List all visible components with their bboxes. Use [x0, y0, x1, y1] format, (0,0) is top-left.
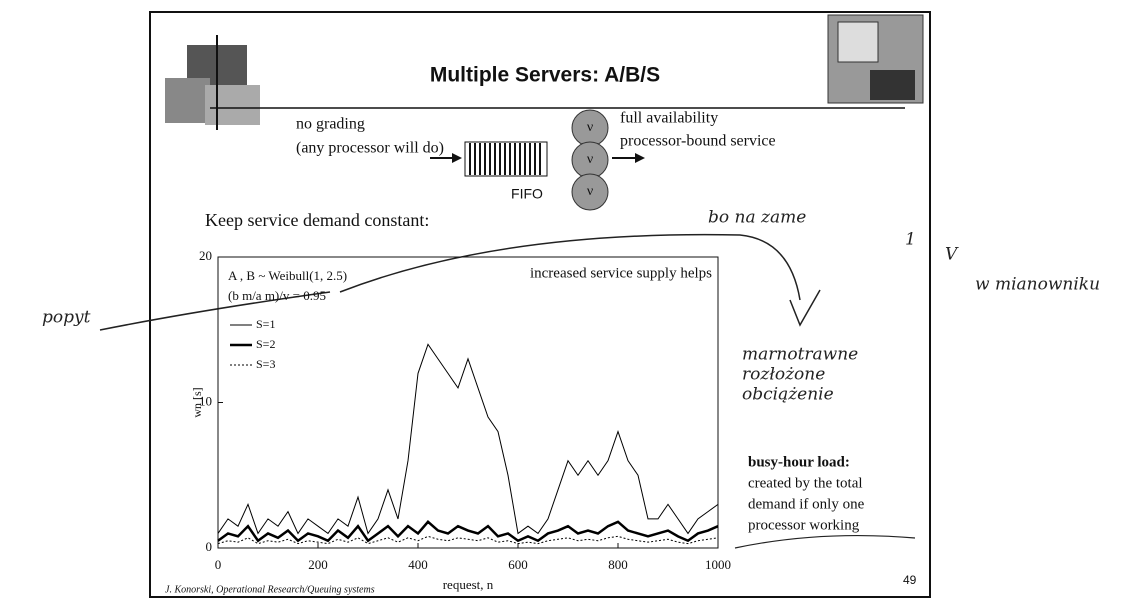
chart: 0 200 400 600 800 1000 0 10 20 request, n wn [s] A … [190, 248, 731, 592]
busy-text: processor working [748, 517, 860, 533]
y-axis-label: wn [s] [190, 387, 204, 417]
queue-stripes [469, 143, 541, 175]
series-line [217, 343, 719, 535]
handwriting: rozłożone [742, 365, 825, 385]
logo-square [165, 78, 210, 123]
y-tick-label: 10 [199, 393, 212, 408]
busy-text: demand if only one [748, 496, 865, 512]
legend-label: S=2 [256, 337, 275, 351]
server-label: ν [587, 184, 593, 199]
arrowhead [452, 153, 462, 163]
handwriting: bo na zame [708, 208, 806, 228]
x-tick-label: 800 [608, 557, 628, 572]
arrowhead [635, 153, 645, 163]
handwriting: marnotrawne [742, 345, 858, 365]
handwriting: w mianowniku [975, 275, 1100, 295]
annotation: (b m/a m)/v = 0.95 [228, 288, 326, 303]
series-line [217, 535, 719, 545]
server-label: ν [587, 152, 593, 167]
diagram-text: no grading [296, 116, 365, 133]
legend-label: S=3 [256, 357, 275, 371]
diagram-text: (any processor will do) [296, 140, 444, 157]
busy-heading: busy-hour load: [748, 454, 850, 470]
pen-stroke [789, 289, 821, 327]
y-tick-label: 20 [199, 248, 212, 263]
x-tick-label: 0 [215, 557, 222, 572]
logo-square [205, 85, 260, 125]
slide-title: Multiple Servers: A/B/S [430, 64, 660, 87]
pen-stroke [734, 534, 916, 549]
handwriting: obciążenie [742, 385, 834, 405]
diagram-text: full availability [620, 110, 718, 127]
note: Keep service demand constant: [205, 210, 429, 230]
server [571, 173, 609, 211]
x-tick-label: 600 [508, 557, 528, 572]
footer-credit: J. Konorski, Operational Research/Queuin… [165, 584, 375, 595]
queue-label: FIFO [511, 186, 543, 202]
handwriting: V [945, 245, 959, 265]
handwriting: popyt [42, 308, 91, 328]
page-number: 49 [903, 573, 917, 587]
x-tick-label: 400 [408, 557, 428, 572]
busy-text: created by the total [748, 475, 863, 491]
y-tick-label: 0 [206, 539, 213, 554]
pen-stroke [99, 233, 801, 331]
handwriting: 1 [905, 230, 916, 250]
crest [870, 70, 915, 100]
x-axis-label: request, n [443, 577, 494, 592]
server-label: ν [587, 120, 593, 135]
x-tick-label: 1000 [705, 557, 731, 572]
series-line [217, 520, 719, 543]
annotation: increased service supply helps [530, 265, 712, 281]
slide-frame [149, 11, 931, 598]
legend-label: S=1 [256, 317, 275, 331]
x-tick-label: 200 [308, 557, 328, 572]
crest [837, 21, 879, 63]
diagram-text: processor-bound service [620, 133, 776, 150]
annotation: A , B ~ Weibull(1, 2.5) [228, 268, 347, 283]
